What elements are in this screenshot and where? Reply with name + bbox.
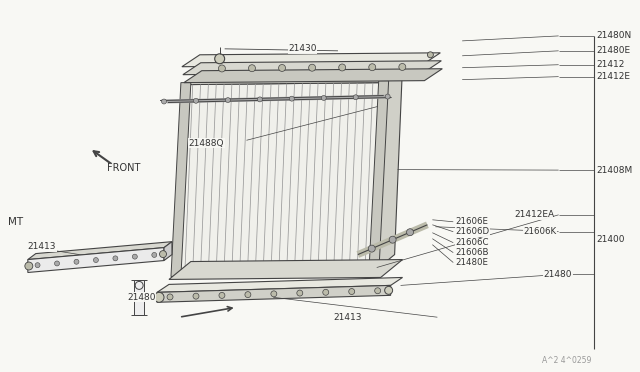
Polygon shape (169, 260, 403, 279)
Circle shape (399, 64, 406, 70)
Circle shape (132, 254, 138, 259)
Circle shape (193, 293, 199, 299)
Text: 21480: 21480 (127, 293, 156, 302)
Circle shape (297, 290, 303, 296)
Text: 21480N: 21480N (596, 31, 632, 41)
Circle shape (245, 292, 251, 298)
Polygon shape (171, 83, 191, 276)
Circle shape (167, 294, 173, 300)
Polygon shape (369, 81, 388, 275)
Text: 21413: 21413 (28, 242, 56, 251)
Circle shape (321, 96, 326, 100)
Circle shape (113, 256, 118, 261)
Polygon shape (164, 242, 172, 260)
Circle shape (93, 257, 99, 263)
Circle shape (353, 95, 358, 100)
Text: 21606C: 21606C (455, 238, 489, 247)
Polygon shape (157, 278, 403, 292)
Circle shape (369, 64, 376, 71)
Text: 21480E: 21480E (596, 46, 630, 55)
Polygon shape (28, 242, 172, 260)
Polygon shape (182, 53, 440, 67)
Circle shape (219, 292, 225, 298)
Text: 21480E: 21480E (455, 258, 488, 267)
Circle shape (74, 259, 79, 264)
Text: MT: MT (8, 217, 23, 227)
Text: 21430: 21430 (288, 44, 317, 53)
Circle shape (406, 229, 413, 236)
Circle shape (161, 99, 166, 104)
Circle shape (308, 64, 316, 71)
Text: FRONT: FRONT (108, 163, 141, 173)
Text: 21606B: 21606B (455, 248, 489, 257)
Circle shape (154, 292, 164, 302)
Circle shape (339, 64, 346, 71)
Text: 21412E: 21412E (596, 72, 630, 81)
Circle shape (389, 236, 396, 243)
Text: 21413: 21413 (333, 313, 362, 322)
Polygon shape (185, 65, 403, 84)
Text: A^2 4^0259: A^2 4^0259 (541, 356, 591, 365)
Bar (134, 280, 144, 315)
Circle shape (152, 253, 157, 257)
Text: 21400: 21400 (596, 235, 625, 244)
Circle shape (159, 251, 166, 257)
Circle shape (214, 54, 225, 64)
Circle shape (271, 291, 277, 297)
Polygon shape (183, 61, 442, 75)
Polygon shape (157, 285, 390, 302)
Polygon shape (184, 69, 442, 83)
Text: 21412EA: 21412EA (514, 210, 554, 219)
Circle shape (193, 98, 198, 103)
Polygon shape (177, 83, 381, 275)
Circle shape (218, 65, 225, 72)
Text: 21480: 21480 (544, 270, 572, 279)
Circle shape (385, 286, 392, 294)
Polygon shape (28, 248, 164, 272)
Circle shape (428, 52, 433, 58)
Text: 21606K: 21606K (524, 227, 557, 236)
Circle shape (368, 245, 375, 252)
Text: 21606E: 21606E (455, 217, 488, 226)
Circle shape (35, 263, 40, 267)
Circle shape (323, 289, 329, 295)
Circle shape (248, 65, 255, 72)
Text: 21412: 21412 (596, 60, 625, 69)
Circle shape (289, 96, 294, 101)
Text: 21408M: 21408M (596, 166, 633, 174)
Polygon shape (372, 65, 403, 272)
Circle shape (385, 94, 390, 99)
Circle shape (257, 97, 262, 102)
Circle shape (278, 64, 285, 71)
Text: 21606D: 21606D (455, 227, 490, 236)
Text: 21488Q: 21488Q (189, 139, 225, 148)
Circle shape (25, 262, 33, 270)
Circle shape (54, 261, 60, 266)
Circle shape (349, 289, 355, 295)
Circle shape (225, 97, 230, 103)
Circle shape (374, 288, 381, 294)
